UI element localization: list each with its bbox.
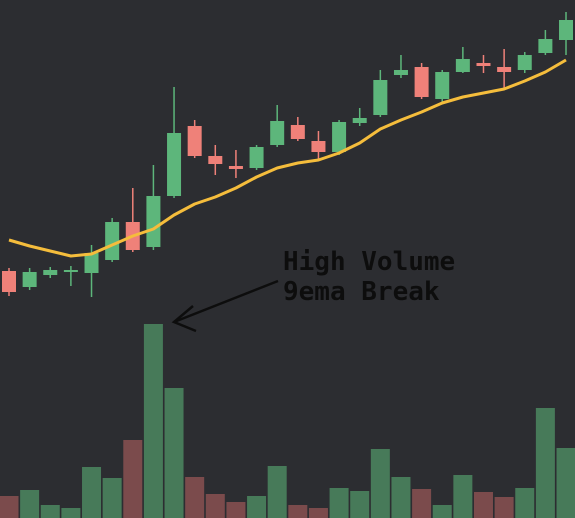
candle-body (476, 63, 491, 66)
candle-body (105, 222, 120, 260)
volume-bar (0, 496, 19, 518)
volume-bar (247, 496, 267, 518)
candle-body (352, 118, 367, 123)
candle-body (559, 20, 574, 40)
candle-body (311, 141, 326, 152)
volume-bar (82, 467, 102, 518)
volume-bar (205, 494, 225, 518)
volume-bar (432, 505, 452, 518)
volume-bar (494, 497, 514, 518)
candle-body (538, 39, 553, 53)
candle-body (208, 156, 223, 164)
volume-bar (20, 490, 40, 518)
volume-bar (370, 449, 390, 518)
candle-body (43, 270, 58, 275)
annotation-arrow (171, 279, 279, 333)
volume-bar (288, 505, 308, 518)
candle-body (517, 55, 532, 70)
volume-bar (40, 505, 60, 518)
candle-body (393, 70, 408, 75)
candle-body (187, 126, 202, 156)
volume-bar (143, 324, 163, 518)
volume-bar (102, 478, 122, 518)
volume-bar (473, 492, 493, 518)
volume-bar (123, 440, 143, 518)
ema-line (8, 58, 567, 258)
candle-body (414, 67, 429, 97)
volume-bar (61, 508, 81, 518)
candle-body (84, 253, 99, 273)
candle-body (455, 59, 470, 72)
volume-bar (412, 489, 432, 518)
candle-body (146, 196, 161, 247)
candle-body (167, 133, 182, 196)
volume-bar (267, 466, 287, 518)
volume-bar (164, 388, 184, 518)
volume-bar (515, 488, 535, 518)
annotation-line: High Volume (283, 247, 455, 277)
volume-bar (391, 477, 411, 518)
candle-body (270, 121, 285, 145)
candle-body (22, 272, 37, 287)
annotation-line: 9ema Break (283, 277, 440, 307)
candle-body (497, 67, 512, 72)
candle-body (249, 147, 264, 168)
volume-bar (226, 502, 246, 518)
candle-body (332, 122, 347, 152)
candle-body (2, 271, 16, 292)
volume-bar (453, 475, 473, 518)
volume-bar (185, 477, 205, 518)
candle-body (63, 270, 78, 272)
volume-bar (350, 491, 370, 518)
volume-bar (329, 488, 349, 518)
volume-bar (308, 508, 328, 518)
volume-bar (535, 408, 555, 518)
candle-body (373, 80, 388, 115)
candle-body (435, 72, 450, 99)
candle-body (290, 125, 305, 139)
volume-bar (556, 448, 575, 518)
candle-body (228, 166, 243, 169)
